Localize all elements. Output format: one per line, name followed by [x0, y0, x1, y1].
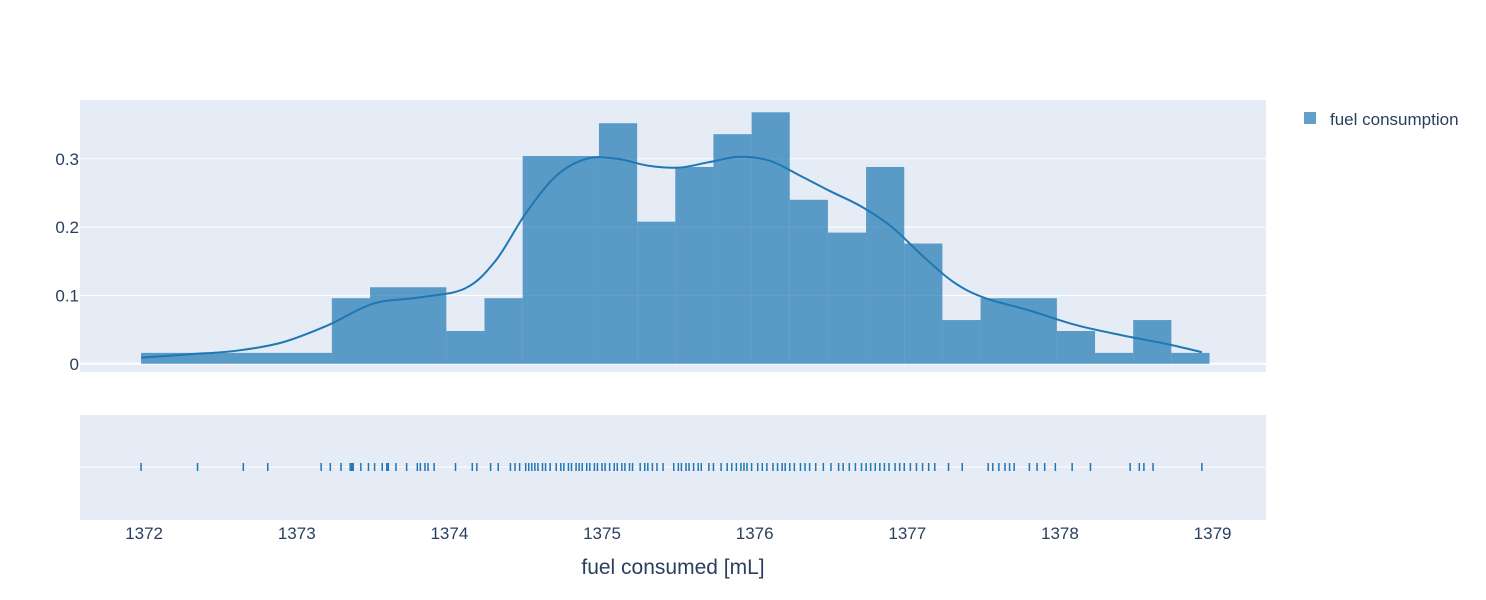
y-axis-ticks: 0 0.1 0.2 0.3: [55, 150, 79, 374]
rug-marks: [140, 463, 1203, 471]
histogram-bar[interactable]: [904, 243, 943, 364]
legend-item-label: fuel consumption: [1330, 110, 1459, 129]
histogram-bar[interactable]: [1056, 330, 1096, 364]
rug-plot-area: [80, 415, 1266, 520]
y-tick-label: 0.2: [55, 218, 79, 237]
histogram-bar[interactable]: [980, 298, 1057, 364]
histogram-bar[interactable]: [331, 298, 371, 364]
legend-swatch: [1304, 112, 1316, 124]
histogram-bar[interactable]: [751, 112, 790, 364]
histogram-bar[interactable]: [598, 123, 638, 364]
histogram-bar[interactable]: [446, 330, 485, 364]
x-tick-label: 1375: [583, 524, 621, 543]
histogram-bar[interactable]: [637, 221, 676, 364]
x-tick-label: 1374: [430, 524, 468, 543]
histogram-bar[interactable]: [370, 287, 447, 364]
histogram-bar[interactable]: [675, 166, 714, 364]
histogram-bar[interactable]: [484, 298, 523, 364]
x-axis-ticks: 1372 1373 1374 1375 1376 1377 1378 1379: [125, 524, 1231, 543]
histogram-bar[interactable]: [1171, 352, 1210, 364]
x-tick-label: 1372: [125, 524, 163, 543]
histogram-bar[interactable]: [141, 352, 332, 364]
x-tick-label: 1379: [1194, 524, 1232, 543]
y-tick-label: 0.3: [55, 150, 79, 169]
x-axis-label: fuel consumed [mL]: [581, 556, 764, 579]
histogram-bars: [141, 112, 1210, 364]
histogram-bar[interactable]: [1095, 352, 1134, 364]
histogram-plot-area: 0 0.1 0.2 0.3: [55, 100, 1266, 374]
histogram-bar[interactable]: [827, 232, 867, 364]
x-tick-label: 1378: [1041, 524, 1079, 543]
x-tick-label: 1376: [736, 524, 774, 543]
histogram-bar[interactable]: [522, 156, 599, 364]
histogram-bar[interactable]: [789, 199, 828, 364]
histogram-bar[interactable]: [942, 320, 981, 364]
density-curve: [140, 155, 1203, 359]
legend[interactable]: fuel consumption: [1304, 110, 1459, 129]
histogram-bar[interactable]: [866, 166, 905, 364]
y-tick-label: 0.1: [55, 286, 79, 305]
y-tick-label: 0: [70, 355, 79, 374]
x-tick-label: 1377: [888, 524, 926, 543]
x-tick-label: 1373: [278, 524, 316, 543]
histogram-bar[interactable]: [713, 134, 752, 364]
